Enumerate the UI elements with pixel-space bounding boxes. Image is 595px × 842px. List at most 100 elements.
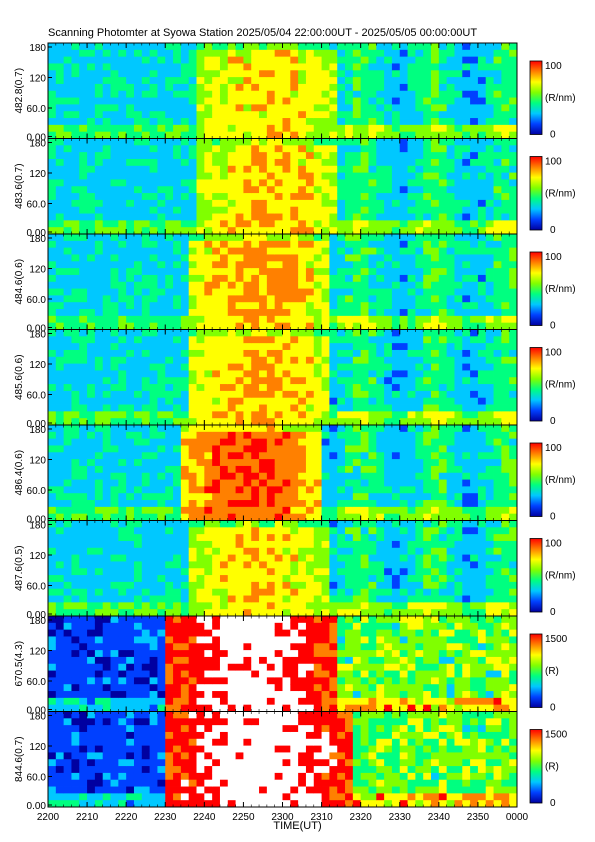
heatmap-cell (71, 363, 80, 371)
heatmap-cell (204, 274, 213, 283)
heatmap-cell (282, 118, 291, 126)
heatmap-cell (305, 56, 315, 64)
heatmap-cell (345, 131, 354, 139)
heatmap-cell (55, 118, 65, 126)
heatmap-cell (305, 472, 315, 480)
heatmap-cell (454, 411, 463, 419)
heatmap-cell (55, 281, 65, 289)
heatmap-cell (282, 397, 291, 405)
heatmap-cell (391, 445, 401, 453)
heatmap-cell (259, 138, 268, 146)
heatmap-cell (407, 384, 416, 392)
heatmap-cell (493, 172, 502, 180)
heatmap-cell (259, 349, 268, 358)
heatmap-cell (212, 124, 221, 133)
heatmap-cell (251, 465, 260, 474)
heatmap-cell (204, 513, 213, 521)
heatmap-cell (188, 384, 197, 392)
heatmap-cell (126, 97, 135, 105)
heatmap-cell (376, 165, 385, 174)
heatmap-cell (110, 445, 119, 453)
heatmap-cell (165, 165, 174, 174)
heatmap-cell (219, 349, 229, 358)
heatmap-cell (173, 384, 182, 392)
heatmap-cell (118, 370, 127, 378)
heatmap-cell (141, 220, 151, 228)
heatmap-cell (360, 356, 369, 365)
heatmap-cell (337, 43, 346, 51)
heatmap-cell (180, 49, 190, 58)
heatmap-cell (157, 322, 166, 330)
heatmap-cell (219, 124, 229, 133)
heatmap-cell (454, 152, 463, 160)
heatmap-cell (235, 152, 244, 160)
heatmap-cell (196, 425, 205, 433)
heatmap-cell (477, 288, 487, 296)
heatmap-cell (141, 493, 151, 501)
heatmap-cell (165, 43, 174, 51)
heatmap-cell (313, 363, 322, 371)
heatmap-cell (266, 83, 276, 92)
heatmap-cell (446, 193, 455, 201)
heatmap-cell (165, 111, 174, 119)
heatmap-cell (368, 152, 377, 160)
heatmap-cell (352, 445, 362, 453)
heatmap-cell (165, 384, 174, 392)
heatmap-cell (102, 213, 111, 221)
heatmap-cell (266, 165, 276, 174)
heatmap-cell (438, 138, 448, 146)
heatmap-cell (384, 295, 393, 303)
heatmap-cell (337, 254, 346, 262)
heatmap-cell (431, 329, 440, 337)
heatmap-cell (352, 452, 362, 460)
heatmap-cell (407, 240, 416, 249)
heatmap-cell (149, 377, 158, 385)
heatmap-cell (173, 97, 182, 105)
heatmap-cell (290, 425, 299, 433)
heatmap-cell (71, 513, 80, 521)
heatmap-cell (212, 254, 221, 262)
heatmap-cell (352, 83, 362, 92)
heatmap-cell (71, 281, 80, 289)
heatmap-cell (384, 343, 393, 351)
heatmap-cell (94, 322, 104, 330)
heatmap-cell (501, 97, 510, 105)
heatmap-cell (133, 493, 143, 501)
heatmap-cell (501, 404, 510, 412)
heatmap-cell (345, 274, 354, 283)
heatmap-cell (126, 152, 135, 160)
heatmap-cell (219, 268, 229, 276)
heatmap-cell (118, 343, 127, 351)
heatmap-cell (313, 261, 322, 269)
heatmap-cell (360, 472, 369, 480)
heatmap-cell (431, 165, 440, 174)
y-tick-label: 120 (29, 74, 46, 85)
heatmap-cell (454, 193, 463, 201)
heatmap-cell (337, 77, 346, 85)
heatmap-cell (321, 418, 330, 426)
heatmap-cell (345, 213, 354, 221)
heatmap-cell (87, 309, 96, 317)
heatmap-cell (102, 336, 111, 344)
heatmap-cell (126, 397, 135, 405)
heatmap-cell (219, 77, 229, 85)
heatmap-cell (126, 63, 135, 71)
heatmap-cell (219, 43, 229, 51)
heatmap-cell (368, 77, 377, 85)
heatmap-cell (87, 397, 96, 405)
heatmap-cell (399, 390, 408, 399)
heatmap-cell (321, 118, 330, 126)
heatmap-cell (360, 49, 369, 58)
heatmap-cell (485, 377, 494, 385)
heatmap-cell (149, 425, 158, 433)
heatmap-cell (415, 124, 424, 133)
heatmap-cell (407, 370, 416, 378)
heatmap-cell (188, 186, 197, 194)
heatmap-cell (391, 288, 401, 296)
heatmap-cell (94, 506, 104, 515)
heatmap-cell (110, 322, 119, 330)
heatmap-cell (118, 83, 127, 92)
heatmap-cell (438, 199, 448, 208)
heatmap-cell (313, 43, 322, 51)
heatmap-cell (71, 111, 80, 119)
